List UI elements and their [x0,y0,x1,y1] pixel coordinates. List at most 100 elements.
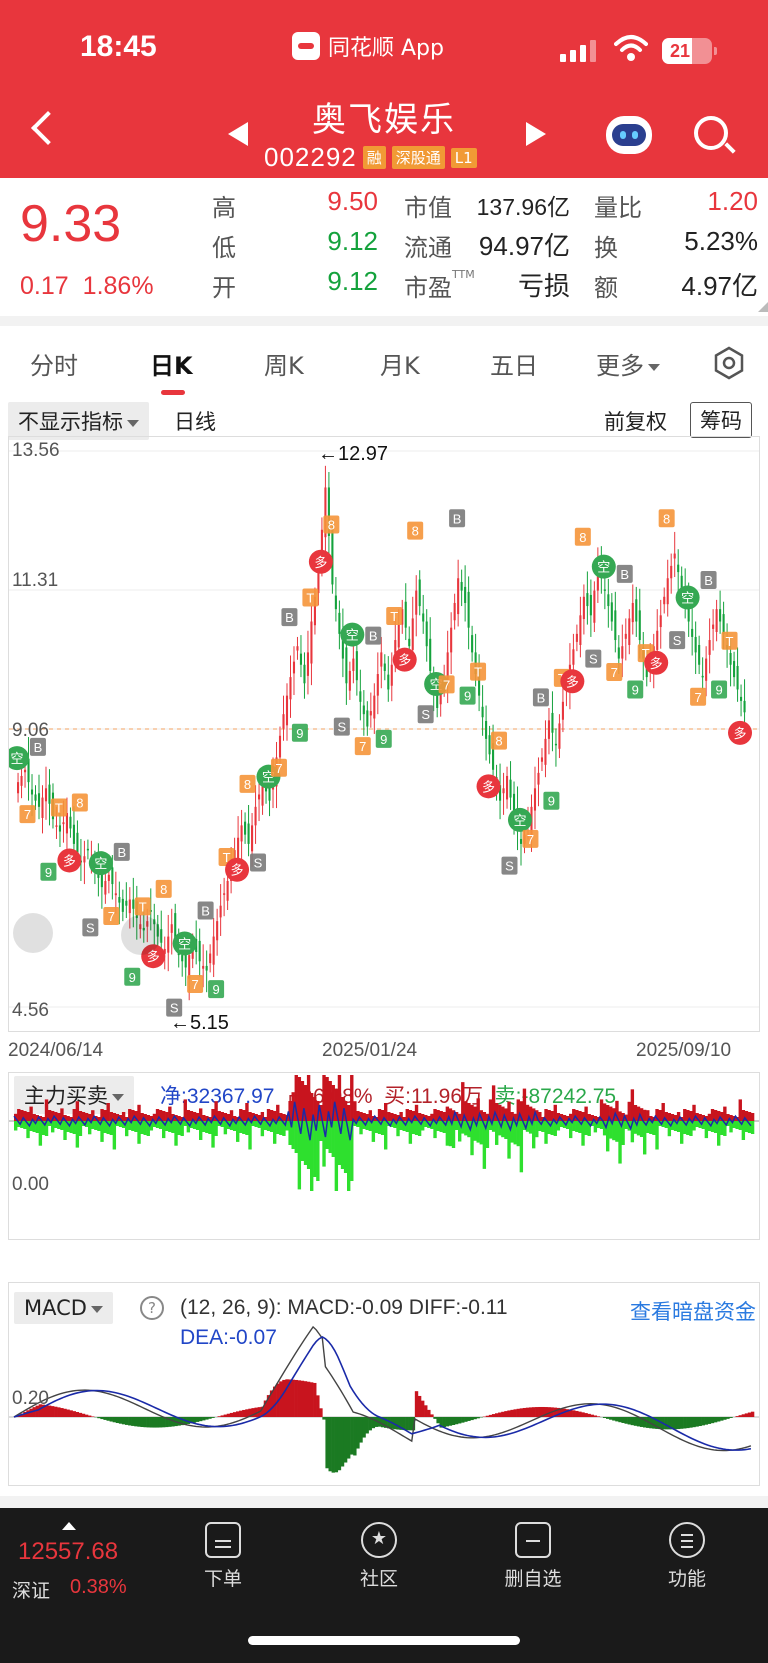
candle-body [383,663,386,671]
flow-buy-bar [704,1116,709,1121]
candle-body [558,723,561,749]
flow-buy-bar [726,1114,730,1121]
flow-sell-bar [350,1121,354,1181]
signal-marker-long [225,857,250,882]
flow-buy-bar [54,1112,58,1121]
tab-five-day[interactable]: 五日 [490,352,538,380]
flow-buy-bar [516,1099,520,1121]
flow-buy-bar [559,1114,564,1121]
macd-hist-bar [553,1407,557,1417]
tab-weekly-k[interactable]: 周K [264,352,304,380]
prev-stock-icon[interactable] [228,122,248,146]
nav-functions-label: 功能 [667,1568,706,1590]
tab-intraday[interactable]: 分时 [30,352,78,380]
macd-hist-bar [245,1409,249,1417]
flow-sell-bar [448,1121,453,1147]
macd-hist-bar [461,1417,465,1423]
macd-hist-bar [713,1417,718,1423]
adjust-mode[interactable]: 前复权 [604,410,667,434]
flow-buy-bar [331,1085,335,1121]
candle-body [251,825,254,852]
flow-buy-bar [115,1114,120,1121]
macd-chart[interactable] [8,1282,760,1486]
flow-sell-bar [516,1121,520,1147]
candle-body [429,638,432,671]
help-icon[interactable]: ? [140,1296,164,1320]
capital-flow-chart[interactable] [8,1072,760,1240]
signal-marker-8 [155,879,172,898]
macd-hist-bar [729,1417,733,1418]
signal-marker-label: 多 [398,653,411,668]
flow-sell-bar [535,1121,539,1138]
diff-value: DIFF:-0.11 [408,1296,508,1319]
macd-hist-bar [501,1411,505,1417]
candle-body [240,825,243,842]
macd-hist-bar [522,1407,527,1417]
macd-hist-bar [519,1408,524,1417]
flow-buy-bar [578,1111,582,1121]
order-doc-icon [205,1522,241,1558]
flow-sell-bar [41,1121,46,1135]
macd-hist-bar [69,1410,73,1417]
flow-sell-bar [229,1121,234,1130]
macd-hist-bar [232,1412,237,1417]
index-value[interactable]: 12557.68 [18,1538,119,1565]
nav-order[interactable]: 下单 [168,1522,278,1591]
macd-hist-bar [319,1408,323,1417]
flow-sell-bar [630,1121,635,1143]
flow-sell-bar [476,1121,480,1143]
candle-body [289,677,292,700]
signal-marker-long [560,669,585,694]
tab-daily-k[interactable]: 日K [150,352,193,380]
nav-functions[interactable]: 功能 [632,1522,742,1591]
flow-buy-bar [683,1109,687,1121]
candle-body [415,590,418,615]
flow-sell-bar [103,1121,107,1133]
flow-sell-bar [553,1121,557,1136]
flow-buy-bar [81,1112,86,1121]
flow-buy-bar [713,1110,718,1121]
flow-buy-bar [627,1101,631,1121]
flow-sell-bar [430,1121,434,1129]
nav-remove-watchlist[interactable]: 删自选 [478,1522,588,1591]
macd-hist-bar [485,1415,490,1417]
search-icon[interactable] [694,116,728,150]
change-amount: 0.17 [20,272,69,300]
candle-body [69,816,72,829]
flow-sell-bar [155,1121,160,1128]
signal-marker-7 [438,675,455,694]
flow-sell-bar [532,1121,536,1149]
macd-select[interactable]: MACD [14,1292,113,1324]
flow-sell-bar [359,1121,363,1135]
flow-sell-bar [602,1121,607,1136]
flow-buy-bar [220,1112,224,1121]
flow-sell-bar [470,1121,474,1156]
stat-turnover: 5.23% [684,226,758,256]
signal-marker-label: 7 [359,739,366,754]
flow-sell-bar [652,1121,656,1135]
candle-body [34,794,37,801]
flow-buy-bar [572,1109,576,1121]
signal-marker-label: 9 [129,970,136,985]
expand-corner-icon[interactable] [758,302,768,312]
tab-more[interactable]: 更多 [596,346,660,381]
next-stock-icon[interactable] [526,122,546,146]
tab-monthly-k[interactable]: 月K [380,352,420,380]
indicator-select[interactable]: 不显示指标 [8,402,149,440]
candle-body [261,782,264,806]
macd-hist-bar [664,1417,668,1430]
settings-hexagon-icon[interactable] [712,346,746,380]
flow-indicator-select[interactable]: 主力买卖 [14,1076,134,1114]
flow-sell-bar [214,1121,218,1136]
flow-sell-bar [399,1121,403,1130]
nav-community[interactable]: 社区 [324,1522,434,1591]
quote-panel: 9.33 0.17 1.86% 高 9.50 低 9.12 开 9.12 市值 1… [0,178,768,316]
chips-button[interactable]: 筹码 [690,402,752,438]
flow-sell-bar [17,1121,21,1127]
flow-buy-bar [575,1110,579,1121]
macd-hist-bar [168,1417,172,1427]
assistant-robot-icon[interactable] [606,116,652,154]
macd-hist-bar [606,1417,610,1419]
dark-pool-link[interactable]: 查看暗盘资金 [630,1300,756,1324]
